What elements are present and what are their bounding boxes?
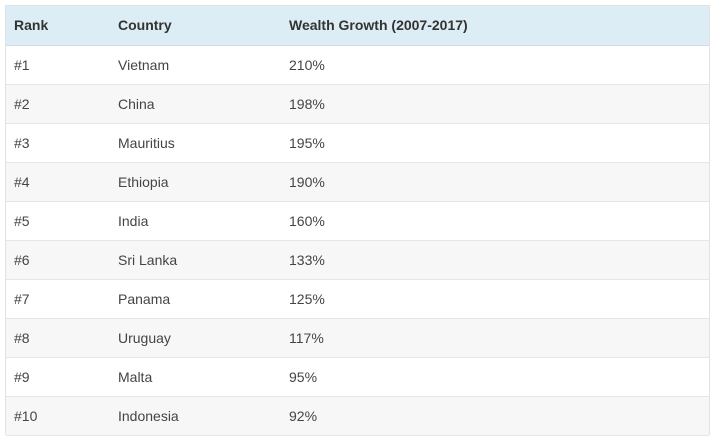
rank-cell: #8 (6, 318, 110, 358)
table-row: #9 Malta 95% (6, 357, 709, 397)
table-row: #3 Mauritius 195% (6, 123, 709, 163)
wealth-growth-table: Rank Country Wealth Growth (2007-2017) #… (6, 6, 709, 436)
table-row: #8 Uruguay 117% (6, 318, 709, 358)
wealth-growth-cell: 160% (281, 201, 709, 241)
table-row: #2 China 198% (6, 84, 709, 124)
column-header-country[interactable]: Country (110, 6, 281, 46)
rank-cell: #2 (6, 84, 110, 124)
table-row: #10 Indonesia 92% (6, 396, 709, 436)
wealth-growth-cell: 125% (281, 279, 709, 319)
table-row: #4 Ethiopia 190% (6, 162, 709, 202)
wealth-growth-cell: 95% (281, 357, 709, 397)
country-cell: China (110, 84, 281, 124)
country-cell: Panama (110, 279, 281, 319)
rank-cell: #1 (6, 45, 110, 85)
wealth-growth-cell: 198% (281, 84, 709, 124)
table-body: #1 Vietnam 210% #2 China 198% #3 Mauriti… (6, 45, 709, 436)
country-cell: Ethiopia (110, 162, 281, 202)
wealth-growth-cell: 133% (281, 240, 709, 280)
country-cell: Malta (110, 357, 281, 397)
wealth-growth-cell: 195% (281, 123, 709, 163)
rank-cell: #5 (6, 201, 110, 241)
wealth-growth-cell: 117% (281, 318, 709, 358)
rank-cell: #9 (6, 357, 110, 397)
table-row: #7 Panama 125% (6, 279, 709, 319)
table-row: #1 Vietnam 210% (6, 45, 709, 85)
country-cell: Indonesia (110, 396, 281, 436)
country-cell: India (110, 201, 281, 241)
table-row: #6 Sri Lanka 133% (6, 240, 709, 280)
table-row: #5 India 160% (6, 201, 709, 241)
wealth-growth-cell: 210% (281, 45, 709, 85)
header-row: Rank Country Wealth Growth (2007-2017) (6, 6, 709, 46)
table-header: Rank Country Wealth Growth (2007-2017) (6, 6, 709, 46)
column-header-rank[interactable]: Rank (6, 6, 110, 46)
wealth-growth-cell: 92% (281, 396, 709, 436)
wealth-growth-cell: 190% (281, 162, 709, 202)
rank-cell: #10 (6, 396, 110, 436)
rank-cell: #4 (6, 162, 110, 202)
column-header-wealth-growth[interactable]: Wealth Growth (2007-2017) (281, 6, 709, 46)
country-cell: Vietnam (110, 45, 281, 85)
country-cell: Uruguay (110, 318, 281, 358)
wealth-growth-table-container: Rank Country Wealth Growth (2007-2017) #… (5, 5, 710, 436)
country-cell: Mauritius (110, 123, 281, 163)
rank-cell: #7 (6, 279, 110, 319)
rank-cell: #3 (6, 123, 110, 163)
country-cell: Sri Lanka (110, 240, 281, 280)
rank-cell: #6 (6, 240, 110, 280)
